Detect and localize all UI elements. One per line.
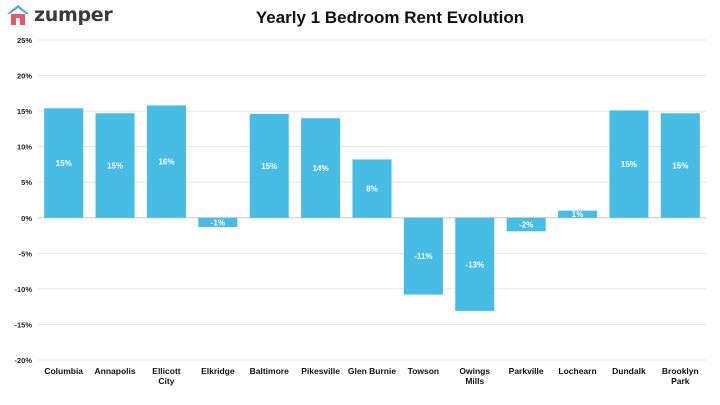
bar bbox=[455, 217, 495, 311]
bar bbox=[95, 113, 135, 218]
data-label: 1% bbox=[572, 210, 584, 219]
x-axis: Columbia Annapolis Ellicott City Elkridge Bal… bbox=[44, 366, 698, 386]
bar bbox=[352, 159, 392, 218]
data-label: 15% bbox=[672, 162, 688, 171]
y-tick-label: -20% bbox=[14, 356, 32, 365]
category-label: Parkville bbox=[509, 366, 544, 376]
category-label: Glen Burnie bbox=[348, 366, 396, 376]
data-labels: 15% 15% 16% -1% 15% 14% 8% -11% -13% -2% 1% 15% 15% bbox=[56, 158, 689, 270]
data-label: 8% bbox=[366, 185, 378, 194]
bar bbox=[403, 217, 443, 295]
category-label: Lochearn bbox=[558, 366, 596, 376]
data-label: -2% bbox=[519, 221, 533, 230]
data-label: 15% bbox=[261, 162, 277, 171]
category-label: Baltimore bbox=[250, 366, 289, 376]
category-label: Towson bbox=[408, 366, 439, 376]
y-tick-label: 25% bbox=[17, 36, 32, 45]
data-label: -13% bbox=[465, 260, 484, 269]
chart-title: Yearly 1 Bedroom Rent Evolution bbox=[255, 8, 525, 27]
bar bbox=[609, 110, 649, 218]
bar bbox=[146, 105, 186, 218]
data-label: 16% bbox=[158, 158, 174, 167]
y-tick-label: 20% bbox=[17, 72, 32, 81]
category-label: Brooklyn Park bbox=[662, 366, 699, 386]
data-label: -1% bbox=[211, 218, 225, 227]
category-label: Columbia bbox=[44, 366, 83, 376]
category-label: Ellicott City bbox=[152, 366, 181, 386]
category-label: Pikesville bbox=[301, 366, 340, 376]
data-label: 15% bbox=[621, 160, 637, 169]
bar bbox=[558, 210, 598, 218]
data-label: 14% bbox=[313, 164, 329, 173]
y-tick-label: 15% bbox=[17, 107, 32, 116]
bar bbox=[198, 217, 238, 228]
data-label: 15% bbox=[107, 162, 123, 171]
data-label: -11% bbox=[414, 252, 432, 261]
bar bbox=[301, 118, 341, 218]
y-axis: 25% 20% 15% 10% 5% 0% -5% -10% -15% -20% bbox=[14, 36, 32, 365]
bar bbox=[44, 108, 84, 218]
y-tick-label: 5% bbox=[21, 178, 32, 187]
y-tick-label: 10% bbox=[17, 143, 32, 152]
category-label: Elkridge bbox=[201, 366, 235, 376]
data-label: 15% bbox=[56, 159, 72, 168]
y-tick-label: -10% bbox=[14, 285, 32, 294]
bar bbox=[506, 217, 546, 232]
bar bbox=[249, 113, 289, 218]
category-label: Annapolis bbox=[95, 366, 136, 376]
category-label: Owings Mills bbox=[459, 366, 490, 386]
y-tick-label: -5% bbox=[19, 249, 33, 258]
brand-name: zumper bbox=[34, 4, 113, 26]
bar bbox=[660, 113, 700, 218]
y-tick-label: 0% bbox=[21, 214, 32, 223]
y-tick-label: -15% bbox=[14, 320, 32, 329]
category-label: Dundalk bbox=[612, 366, 646, 376]
bars bbox=[44, 105, 700, 311]
brand-logo: zumper bbox=[6, 4, 113, 26]
house-icon bbox=[7, 5, 29, 25]
